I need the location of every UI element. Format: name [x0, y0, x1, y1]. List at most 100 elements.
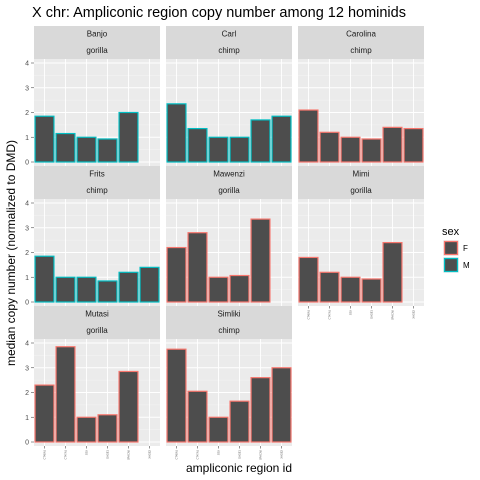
y-tick-label: 4 — [25, 61, 29, 68]
facet-species-label: gorilla — [86, 46, 108, 55]
y-tick-label: 2 — [25, 390, 29, 397]
bar-ssx — [340, 136, 361, 163]
bar-ct45a1 — [166, 246, 187, 303]
x-tick-label: CT45A1 — [307, 309, 311, 319]
facet-panel-mutasi: Mutasi gorilla 0 1 2 3 4 CT45A1 CT47A1 SSX GAGE1 SP… — [25, 306, 160, 460]
x-tick-label: XAGE2 — [280, 449, 284, 458]
facet-name-label: Carolina — [346, 30, 376, 39]
bar-spaca5 — [118, 271, 139, 303]
bar-ssx — [208, 416, 229, 443]
bar-gage1 — [361, 278, 382, 303]
strip-name-bg — [166, 166, 292, 182]
x-tick-label: XAGE2 — [412, 309, 416, 318]
y-tick-label: 4 — [25, 341, 29, 348]
bar-spaca5 — [118, 111, 139, 163]
bar-ct45a1 — [298, 109, 319, 163]
bar-xage2 — [271, 367, 292, 443]
facet-panel-carolina: Carolina chimp — [298, 26, 424, 166]
facet-species-label: chimp — [218, 46, 240, 55]
y-axis-label: median copy number (normalized to DMD) — [4, 140, 18, 366]
bar-gage1 — [97, 138, 118, 163]
strip-species-bg — [166, 182, 292, 199]
bar-gage1 — [97, 280, 118, 303]
facet-species-label: chimp — [350, 46, 372, 55]
x-tick-label: SSX — [349, 310, 353, 315]
legend-label-f: F — [463, 244, 468, 253]
facet-panel-banjo: Banjo gorilla 0 1 2 3 4 — [25, 26, 160, 167]
strip-species-bg — [298, 182, 424, 199]
x-tick-label: XAGE2 — [148, 449, 152, 458]
x-tick-label: SSX — [217, 450, 221, 455]
facet-panel-mimi: Mimi gorilla CT45A1 CT47A1 SSX GAGE1 SPACA5 XAG… — [298, 166, 424, 320]
bar-ct47a1 — [187, 127, 208, 163]
bar-ssx — [76, 416, 97, 443]
x-tick-label: CT47A1 — [196, 449, 200, 459]
bar-ct47a1 — [187, 390, 208, 443]
facet-panel-frits: Frits chimp 0 1 2 3 4 — [25, 166, 160, 307]
bar-ct47a1 — [187, 232, 208, 303]
bar-ct45a1 — [34, 255, 55, 303]
y-tick-label: 4 — [25, 201, 29, 208]
bar-ssx — [340, 276, 361, 303]
facet-name-label: Mawenzi — [213, 170, 245, 179]
y-tick-label: 1 — [25, 135, 29, 142]
bar-ssx — [76, 136, 97, 163]
bar-ct45a1 — [34, 384, 55, 443]
facet-name-label: Mimi — [353, 170, 370, 179]
bar-spaca5 — [118, 370, 139, 443]
bar-spaca5 — [382, 126, 403, 163]
chart-title: X chr: Ampliconic region copy number amo… — [32, 5, 406, 21]
y-tick-label: 0 — [25, 160, 29, 167]
bar-ssx — [208, 276, 229, 303]
y-tick-label: 3 — [25, 85, 29, 92]
legend: sex FM — [442, 226, 470, 273]
facet-name-label: Banjo — [87, 30, 108, 39]
y-tick-label: 1 — [25, 415, 29, 422]
bar-xage2 — [139, 266, 160, 303]
x-tick-label: SPACA5 — [391, 309, 395, 320]
strip-species-bg — [34, 322, 160, 339]
y-tick-label: 2 — [25, 250, 29, 257]
bar-gage1 — [229, 400, 250, 443]
bar-ssx — [76, 276, 97, 303]
facet-species-label: gorilla — [218, 186, 240, 195]
x-tick-label: CT45A1 — [43, 449, 47, 459]
x-tick-label: GAGE1 — [238, 449, 242, 458]
y-tick-label: 3 — [25, 365, 29, 372]
y-tick-label: 0 — [25, 440, 29, 447]
bar-spaca5 — [382, 242, 403, 303]
facet-name-label: Simliki — [217, 310, 240, 319]
bar-spaca5 — [250, 218, 271, 303]
bar-ct47a1 — [319, 271, 340, 303]
facet-species-label: gorilla — [350, 186, 372, 195]
x-tick-label: CT47A1 — [328, 309, 332, 319]
facet-panel-simliki: Simliki chimp CT45A1 CT47A1 SSX GAGE1 SPACA5 XA… — [166, 306, 292, 460]
bar-gage1 — [97, 414, 118, 443]
facet-panel-carl: Carl chimp — [166, 26, 292, 166]
bar-ct45a1 — [166, 103, 187, 163]
strip-name-bg — [34, 166, 160, 182]
facet-name-label: Frits — [89, 170, 105, 179]
x-tick-label: SSX — [85, 450, 89, 455]
facet-panel-mawenzi: Mawenzi gorilla — [166, 166, 292, 306]
facet-name-label: Mutasi — [85, 310, 109, 319]
y-tick-label: 3 — [25, 225, 29, 232]
strip-species-bg — [298, 42, 424, 59]
legend-key-m — [443, 257, 459, 273]
bar-gage1 — [229, 136, 250, 163]
bar-ct45a1 — [34, 115, 55, 163]
bar-spaca5 — [250, 377, 271, 443]
bar-ct47a1 — [55, 346, 76, 443]
bar-ct45a1 — [166, 348, 187, 443]
y-tick-label: 2 — [25, 110, 29, 117]
strip-name-bg — [34, 306, 160, 322]
strip-species-bg — [166, 322, 292, 339]
bar-ssx — [208, 136, 229, 163]
strip-species-bg — [34, 42, 160, 59]
bar-xage2 — [403, 127, 424, 163]
strip-name-bg — [298, 26, 424, 42]
y-tick-label: 1 — [25, 275, 29, 282]
x-tick-label: GAGE1 — [106, 449, 110, 458]
legend-title: sex — [442, 226, 460, 238]
facet-species-label: chimp — [86, 186, 108, 195]
